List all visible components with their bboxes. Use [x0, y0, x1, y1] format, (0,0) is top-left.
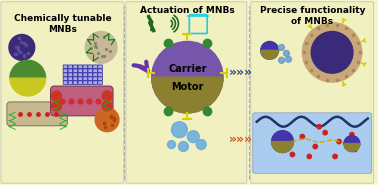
- FancyBboxPatch shape: [73, 77, 77, 80]
- Circle shape: [178, 142, 188, 152]
- Circle shape: [323, 130, 327, 135]
- FancyBboxPatch shape: [98, 65, 102, 68]
- Circle shape: [285, 56, 291, 62]
- Circle shape: [187, 131, 199, 143]
- Circle shape: [51, 101, 62, 111]
- FancyBboxPatch shape: [7, 102, 67, 126]
- FancyBboxPatch shape: [88, 77, 93, 80]
- FancyBboxPatch shape: [253, 113, 372, 173]
- Circle shape: [300, 134, 305, 139]
- FancyBboxPatch shape: [73, 73, 77, 76]
- Text: Actuation of MNBs: Actuation of MNBs: [140, 6, 235, 15]
- FancyBboxPatch shape: [78, 81, 82, 84]
- Circle shape: [313, 144, 318, 149]
- Text: »»»: »»»: [229, 133, 253, 146]
- FancyBboxPatch shape: [63, 73, 68, 76]
- FancyBboxPatch shape: [98, 77, 102, 80]
- FancyBboxPatch shape: [251, 2, 374, 183]
- FancyBboxPatch shape: [73, 81, 77, 84]
- FancyBboxPatch shape: [73, 65, 77, 68]
- FancyBboxPatch shape: [68, 65, 73, 68]
- FancyBboxPatch shape: [63, 81, 68, 84]
- FancyBboxPatch shape: [126, 2, 247, 183]
- Text: Precise functionality
of MNBs: Precise functionality of MNBs: [260, 6, 365, 26]
- Wedge shape: [10, 78, 46, 96]
- FancyBboxPatch shape: [68, 81, 73, 84]
- FancyBboxPatch shape: [63, 69, 68, 73]
- Circle shape: [317, 125, 321, 129]
- FancyBboxPatch shape: [88, 65, 93, 68]
- FancyBboxPatch shape: [78, 65, 82, 68]
- Circle shape: [172, 122, 187, 138]
- Circle shape: [337, 139, 341, 144]
- Circle shape: [302, 23, 362, 82]
- Wedge shape: [261, 50, 279, 59]
- Text: Motor: Motor: [171, 82, 203, 92]
- FancyBboxPatch shape: [51, 86, 113, 116]
- Wedge shape: [152, 77, 223, 113]
- FancyBboxPatch shape: [68, 77, 73, 80]
- FancyBboxPatch shape: [1, 2, 124, 183]
- Circle shape: [102, 101, 112, 111]
- FancyBboxPatch shape: [93, 77, 98, 80]
- Circle shape: [272, 131, 293, 152]
- FancyBboxPatch shape: [93, 69, 98, 73]
- FancyBboxPatch shape: [83, 65, 88, 68]
- Text: Chemically tunable
MNBs: Chemically tunable MNBs: [14, 14, 111, 34]
- Wedge shape: [10, 60, 46, 78]
- Circle shape: [9, 35, 35, 60]
- FancyBboxPatch shape: [68, 73, 73, 76]
- Wedge shape: [272, 142, 293, 152]
- FancyBboxPatch shape: [88, 81, 93, 84]
- FancyBboxPatch shape: [78, 73, 82, 76]
- FancyBboxPatch shape: [83, 81, 88, 84]
- Circle shape: [261, 41, 279, 59]
- FancyBboxPatch shape: [98, 81, 102, 84]
- Circle shape: [307, 154, 311, 159]
- FancyBboxPatch shape: [88, 69, 93, 73]
- Circle shape: [279, 44, 285, 50]
- FancyBboxPatch shape: [78, 77, 82, 80]
- Text: Carrier: Carrier: [168, 64, 207, 74]
- Circle shape: [152, 41, 223, 113]
- FancyBboxPatch shape: [83, 69, 88, 73]
- FancyBboxPatch shape: [93, 81, 98, 84]
- FancyBboxPatch shape: [83, 77, 88, 80]
- FancyBboxPatch shape: [63, 65, 68, 68]
- Circle shape: [350, 132, 354, 137]
- Circle shape: [196, 140, 206, 149]
- FancyBboxPatch shape: [73, 69, 77, 73]
- Circle shape: [353, 147, 357, 152]
- Circle shape: [290, 152, 294, 157]
- FancyBboxPatch shape: [93, 73, 98, 76]
- FancyBboxPatch shape: [78, 69, 82, 73]
- Circle shape: [333, 154, 337, 159]
- Circle shape: [95, 108, 119, 132]
- FancyBboxPatch shape: [68, 69, 73, 73]
- Circle shape: [284, 50, 290, 56]
- Circle shape: [167, 141, 175, 149]
- FancyBboxPatch shape: [98, 69, 102, 73]
- FancyBboxPatch shape: [88, 73, 93, 76]
- Circle shape: [311, 31, 353, 73]
- Text: »»»: »»»: [229, 66, 253, 79]
- Circle shape: [344, 136, 360, 152]
- FancyBboxPatch shape: [83, 73, 88, 76]
- FancyBboxPatch shape: [93, 65, 98, 68]
- Wedge shape: [344, 144, 360, 152]
- FancyBboxPatch shape: [63, 77, 68, 80]
- Circle shape: [102, 91, 112, 101]
- FancyBboxPatch shape: [98, 73, 102, 76]
- Circle shape: [51, 91, 62, 101]
- Circle shape: [279, 57, 285, 63]
- Circle shape: [85, 31, 117, 63]
- Polygon shape: [148, 16, 155, 31]
